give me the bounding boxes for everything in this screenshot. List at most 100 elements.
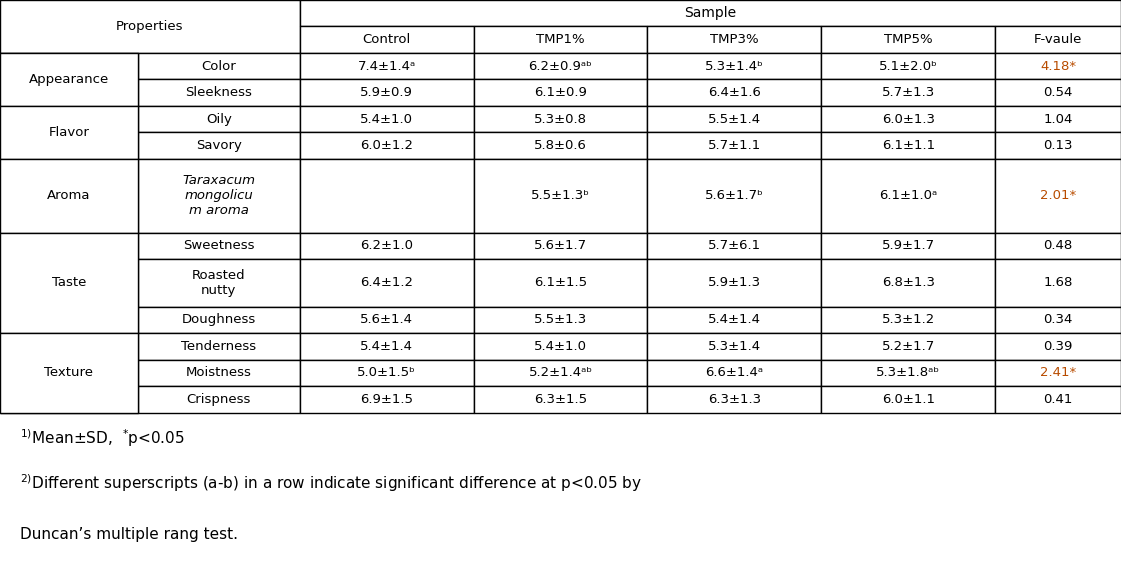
Text: Tenderness: Tenderness: [182, 340, 257, 353]
Bar: [0, 333, 138, 360]
Text: Control: Control: [362, 33, 410, 46]
Bar: [138, 307, 299, 333]
Bar: [648, 79, 822, 106]
Bar: [995, 233, 1121, 259]
Bar: [473, 106, 648, 132]
Text: 6.8±1.3: 6.8±1.3: [882, 277, 935, 289]
Text: 5.9±1.3: 5.9±1.3: [707, 277, 761, 289]
Text: 6.1±0.9: 6.1±0.9: [534, 86, 587, 99]
Bar: [299, 79, 473, 106]
Text: TMP1%: TMP1%: [536, 33, 585, 46]
Bar: [138, 259, 299, 307]
Bar: [138, 79, 299, 106]
Bar: [995, 132, 1121, 159]
Bar: [995, 159, 1121, 233]
Bar: [299, 360, 473, 386]
Text: 2.41*: 2.41*: [1040, 366, 1076, 379]
Text: 5.5±1.3: 5.5±1.3: [534, 313, 587, 327]
Text: 5.3±0.8: 5.3±0.8: [534, 112, 587, 125]
Bar: [0, 259, 138, 307]
Text: 6.1±1.5: 6.1±1.5: [534, 277, 587, 289]
Bar: [0, 360, 138, 386]
Text: $^{1)}$Mean±SD,  $^{*}$p<0.05: $^{1)}$Mean±SD, $^{*}$p<0.05: [20, 427, 185, 449]
Text: Savory: Savory: [196, 139, 242, 152]
Bar: [473, 132, 648, 159]
Bar: [138, 106, 299, 132]
Bar: [822, 259, 995, 307]
Bar: [0, 159, 138, 233]
Text: Sleekness: Sleekness: [185, 86, 252, 99]
Text: 6.0±1.3: 6.0±1.3: [882, 112, 935, 125]
Bar: [648, 233, 822, 259]
Text: Texture: Texture: [45, 366, 93, 379]
Bar: [299, 132, 473, 159]
Text: Roasted
nutty: Roasted nutty: [192, 269, 245, 297]
Text: 6.2±0.9ᵃᵇ: 6.2±0.9ᵃᵇ: [529, 60, 592, 73]
Bar: [995, 79, 1121, 106]
Bar: [0, 233, 138, 333]
Bar: [822, 132, 995, 159]
Text: Sweetness: Sweetness: [183, 240, 254, 253]
Text: TMP3%: TMP3%: [710, 33, 759, 46]
Text: 7.4±1.4ᵃ: 7.4±1.4ᵃ: [358, 60, 416, 73]
Bar: [648, 259, 822, 307]
Text: Sample: Sample: [684, 6, 736, 20]
Text: 6.4±1.2: 6.4±1.2: [360, 277, 414, 289]
Bar: [648, 360, 822, 386]
Bar: [299, 106, 473, 132]
Bar: [995, 307, 1121, 333]
Text: 5.3±1.8ᵃᵇ: 5.3±1.8ᵃᵇ: [877, 366, 941, 379]
Text: Doughness: Doughness: [182, 313, 256, 327]
Text: 6.2±1.0: 6.2±1.0: [360, 240, 414, 253]
Text: TMP5%: TMP5%: [883, 33, 933, 46]
Text: 5.6±1.4: 5.6±1.4: [360, 313, 414, 327]
Bar: [995, 386, 1121, 413]
Bar: [299, 53, 473, 79]
Bar: [473, 360, 648, 386]
Bar: [138, 132, 299, 159]
Text: 6.6±1.4ᵃ: 6.6±1.4ᵃ: [705, 366, 763, 379]
Bar: [299, 386, 473, 413]
Bar: [822, 159, 995, 233]
Text: 5.9±1.7: 5.9±1.7: [881, 240, 935, 253]
Text: 5.5±1.4: 5.5±1.4: [707, 112, 761, 125]
Bar: [0, 132, 138, 159]
Bar: [648, 333, 822, 360]
Text: 1.68: 1.68: [1044, 277, 1073, 289]
Bar: [473, 333, 648, 360]
Bar: [822, 307, 995, 333]
Bar: [299, 159, 473, 233]
Bar: [822, 79, 995, 106]
Bar: [0, 106, 138, 159]
Bar: [0, 106, 138, 132]
Text: 5.4±1.0: 5.4±1.0: [534, 340, 587, 353]
Bar: [995, 26, 1121, 53]
Text: 5.6±1.7: 5.6±1.7: [534, 240, 587, 253]
Bar: [822, 386, 995, 413]
Bar: [299, 307, 473, 333]
Text: 0.39: 0.39: [1044, 340, 1073, 353]
Text: 5.4±1.4: 5.4±1.4: [707, 313, 761, 327]
Text: 0.48: 0.48: [1044, 240, 1073, 253]
Text: 5.3±1.4: 5.3±1.4: [707, 340, 761, 353]
Text: Moistness: Moistness: [186, 366, 252, 379]
Text: 5.3±1.4ᵇ: 5.3±1.4ᵇ: [705, 60, 763, 73]
Bar: [0, 233, 138, 259]
Bar: [473, 79, 648, 106]
Bar: [473, 159, 648, 233]
Bar: [299, 259, 473, 307]
Text: $^{2)}$Different superscripts (a-b) in a row indicate significant difference at : $^{2)}$Different superscripts (a-b) in a…: [20, 473, 642, 494]
Bar: [299, 233, 473, 259]
Text: 5.4±1.0: 5.4±1.0: [360, 112, 414, 125]
Bar: [648, 26, 822, 53]
Bar: [648, 386, 822, 413]
Bar: [648, 106, 822, 132]
Bar: [138, 53, 299, 79]
Text: 0.34: 0.34: [1044, 313, 1073, 327]
Bar: [0, 0, 299, 53]
Bar: [822, 106, 995, 132]
Bar: [473, 26, 648, 53]
Text: 5.0±1.5ᵇ: 5.0±1.5ᵇ: [358, 366, 416, 379]
Bar: [995, 53, 1121, 79]
Text: 5.6±1.7ᵇ: 5.6±1.7ᵇ: [705, 189, 763, 202]
